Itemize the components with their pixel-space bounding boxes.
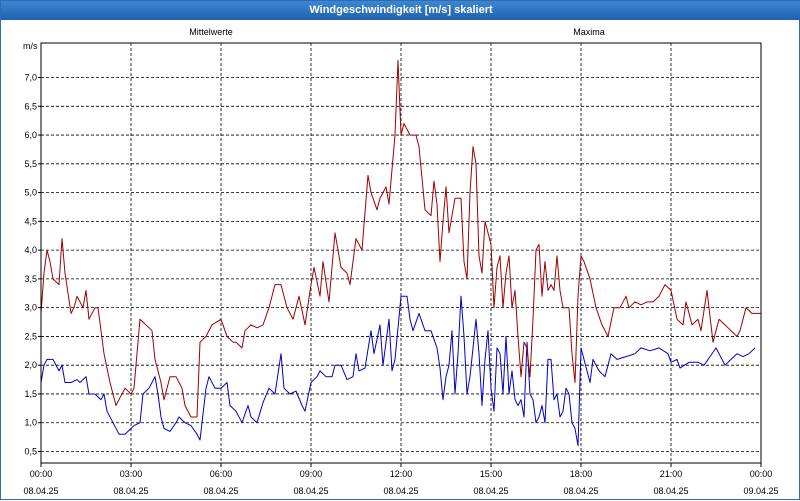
legend-maxima: Maxima xyxy=(573,27,605,37)
series-line-mittelwerte xyxy=(40,295,756,447)
x-tick-date: 08.04.25 xyxy=(23,486,58,496)
y-tick-label: 0,5 xyxy=(24,446,37,456)
y-tick-label: 1,0 xyxy=(24,418,37,428)
y-tick-label: 4,0 xyxy=(24,245,37,255)
x-tick-time: 12:00 xyxy=(390,469,413,479)
x-tick-date: 08.04.25 xyxy=(203,486,238,496)
y-axis-ticks: 0,5 1,0 1,5 2,0 2,5 3,0 3,5 4,0 4,5 5,0 5,5 6,0 6,5 7… xyxy=(24,73,41,456)
series-line-maxima xyxy=(40,59,761,418)
x-tick-date: 08.04.25 xyxy=(653,486,688,496)
series-lines xyxy=(40,59,761,447)
y-axis-label: m/s xyxy=(23,41,38,51)
y-tick-label: 4,5 xyxy=(24,216,37,226)
x-tick-date: 08.04.25 xyxy=(113,486,148,496)
x-tick-date: 08.04.25 xyxy=(293,486,328,496)
x-tick-time: 15:00 xyxy=(480,469,503,479)
y-tick-label: 6,0 xyxy=(24,130,37,140)
x-tick-date: 09.04.25 xyxy=(743,486,778,496)
y-tick-label: 2,5 xyxy=(24,331,37,341)
x-axis-ticks: 00:00 08.04.25 03:00 08.04.25 06:00 08.04.25 0… xyxy=(23,463,779,496)
y-tick-label: 5,0 xyxy=(24,188,37,198)
x-tick-time: 03:00 xyxy=(120,469,143,479)
window-title: Windgeschwindigkeit [m/s] skaliert xyxy=(1,1,800,20)
grid-lines xyxy=(41,43,761,463)
legend-mittelwerte: Mittelwerte xyxy=(189,27,233,37)
y-tick-label: 6,5 xyxy=(24,101,37,111)
x-tick-date: 08.04.25 xyxy=(563,486,598,496)
x-tick-time: 06:00 xyxy=(210,469,233,479)
x-tick-time: 00:00 xyxy=(750,469,773,479)
x-tick-time: 00:00 xyxy=(30,469,53,479)
x-tick-time: 21:00 xyxy=(660,469,683,479)
x-tick-time: 18:00 xyxy=(570,469,593,479)
y-tick-label: 1,5 xyxy=(24,389,37,399)
x-tick-date: 08.04.25 xyxy=(383,486,418,496)
y-tick-label: 5,5 xyxy=(24,159,37,169)
y-tick-label: 3,5 xyxy=(24,274,37,284)
plot-border xyxy=(40,42,762,464)
x-tick-time: 09:00 xyxy=(300,469,323,479)
y-tick-label: 2,0 xyxy=(24,360,37,370)
y-tick-label: 3,0 xyxy=(24,303,37,313)
x-tick-date: 08.04.25 xyxy=(473,486,508,496)
y-tick-label: 7,0 xyxy=(24,73,37,83)
